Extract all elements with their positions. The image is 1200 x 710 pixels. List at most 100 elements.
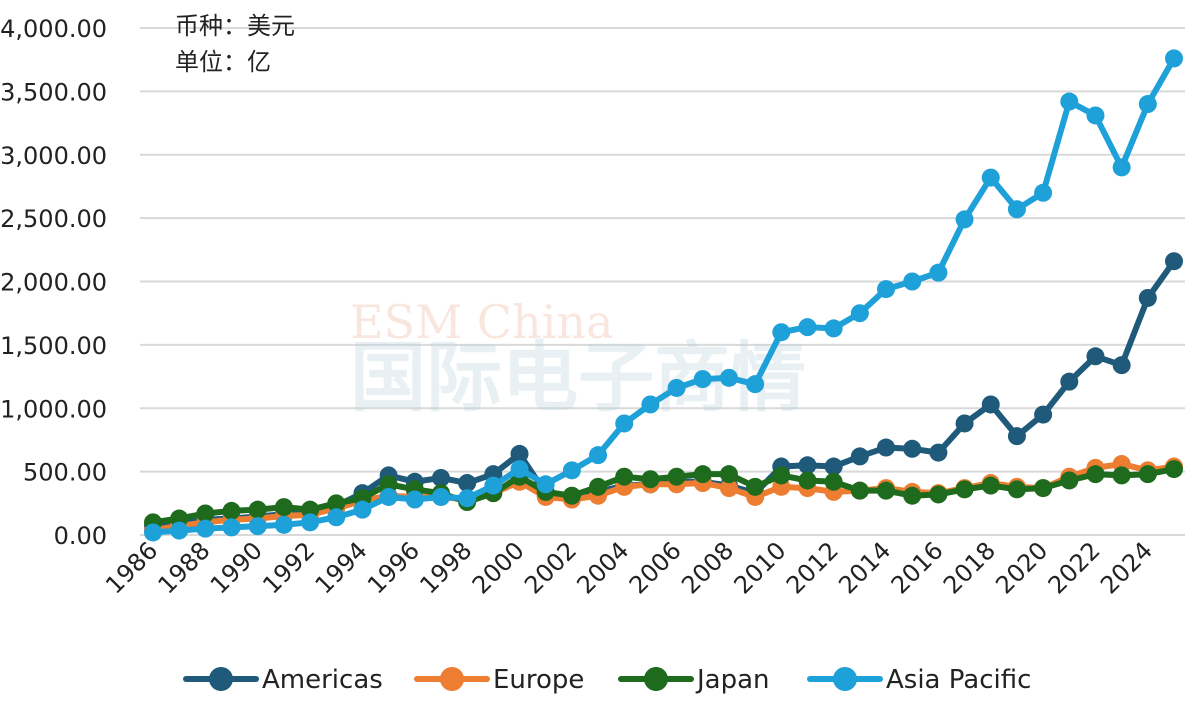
x-tick-label: 1992 bbox=[257, 536, 320, 599]
data-point-americas bbox=[1007, 427, 1026, 446]
data-point-japan bbox=[824, 472, 843, 491]
data-point-japan bbox=[196, 504, 215, 523]
data-point-asia-pacific bbox=[824, 319, 843, 338]
x-tick-label: 2008 bbox=[676, 536, 739, 599]
data-point-japan bbox=[274, 498, 293, 517]
data-point-asia-pacific bbox=[274, 515, 293, 534]
legend-swatch-marker bbox=[209, 667, 233, 691]
x-tick-label: 1986 bbox=[100, 536, 163, 599]
x-tick-label: 2012 bbox=[781, 536, 844, 599]
y-axis-ticks: 0.00 500.00 1,000.00 1,500.00 2,000.00 2,500.… bbox=[0, 15, 107, 550]
y-tick-label: 500.00 bbox=[23, 459, 107, 487]
data-point-asia-pacific bbox=[929, 263, 948, 282]
data-point-asia-pacific bbox=[458, 489, 477, 508]
data-point-asia-pacific bbox=[1007, 200, 1026, 219]
data-point-asia-pacific bbox=[144, 523, 162, 542]
x-tick-label: 1990 bbox=[205, 536, 268, 599]
data-point-asia-pacific bbox=[641, 395, 660, 414]
x-tick-label: 1998 bbox=[414, 536, 477, 599]
x-tick-label: 2004 bbox=[571, 536, 634, 599]
data-point-japan bbox=[327, 494, 346, 513]
data-point-asia-pacific bbox=[536, 475, 555, 494]
data-point-asia-pacific bbox=[746, 375, 765, 394]
data-point-japan bbox=[877, 481, 896, 500]
data-point-japan bbox=[379, 475, 398, 494]
y-tick-label: 4,000.00 bbox=[0, 15, 107, 43]
data-point-americas bbox=[1060, 372, 1079, 391]
data-point-japan bbox=[1112, 466, 1131, 485]
data-point-americas bbox=[798, 456, 817, 475]
data-point-americas bbox=[1165, 252, 1183, 271]
data-point-asia-pacific bbox=[693, 370, 712, 389]
data-point-asia-pacific bbox=[955, 210, 974, 229]
data-point-japan bbox=[667, 467, 686, 486]
x-tick-label: 2010 bbox=[729, 536, 792, 599]
data-point-japan bbox=[222, 501, 241, 520]
legend-swatch-marker bbox=[644, 667, 668, 691]
data-point-americas bbox=[1138, 288, 1157, 307]
x-axis-ticks: 1986198819901992199419961998200020022004… bbox=[100, 536, 1158, 599]
data-point-japan bbox=[772, 466, 791, 485]
data-point-asia-pacific bbox=[301, 513, 320, 532]
data-point-asia-pacific bbox=[772, 323, 791, 342]
data-point-americas bbox=[955, 414, 974, 433]
series-group bbox=[144, 49, 1183, 542]
series-europe bbox=[144, 455, 1183, 539]
x-tick-label: 2018 bbox=[938, 536, 1001, 599]
data-point-asia-pacific bbox=[981, 168, 1000, 187]
data-point-japan bbox=[301, 500, 320, 519]
data-point-asia-pacific bbox=[1060, 92, 1079, 111]
legend-label: Americas bbox=[262, 665, 383, 695]
x-tick-label: 1994 bbox=[310, 536, 373, 599]
x-tick-label: 1996 bbox=[362, 536, 425, 599]
data-point-americas bbox=[877, 438, 896, 457]
y-tick-label: 1,500.00 bbox=[0, 332, 107, 360]
currency-note: 币种：美元 bbox=[175, 12, 295, 40]
data-point-japan bbox=[929, 485, 948, 504]
y-tick-label: 2,000.00 bbox=[0, 269, 107, 297]
data-point-japan bbox=[719, 465, 738, 484]
data-point-asia-pacific bbox=[510, 460, 529, 479]
data-point-japan bbox=[1007, 480, 1026, 499]
x-tick-label: 2022 bbox=[1043, 536, 1106, 599]
legend-label: Asia Pacific bbox=[886, 665, 1031, 695]
data-point-japan bbox=[850, 481, 869, 500]
legend: Americas Europe Japan Asia Pacific bbox=[183, 665, 1031, 695]
x-tick-label: 2020 bbox=[990, 536, 1053, 599]
data-point-asia-pacific bbox=[850, 304, 869, 323]
data-point-asia-pacific bbox=[353, 500, 372, 519]
unit-note: 币种：美元 单位：亿 bbox=[175, 12, 295, 76]
data-point-europe bbox=[719, 479, 738, 498]
unit-label: 单位：亿 bbox=[175, 48, 271, 76]
y-tick-label: 0.00 bbox=[54, 522, 107, 550]
data-point-asia-pacific bbox=[1165, 49, 1183, 68]
data-point-asia-pacific bbox=[327, 508, 346, 527]
data-point-asia-pacific bbox=[222, 518, 241, 537]
data-point-americas bbox=[1086, 347, 1105, 366]
y-tick-label: 1,000.00 bbox=[0, 395, 107, 423]
data-point-asia-pacific bbox=[484, 476, 503, 495]
x-tick-label: 2024 bbox=[1095, 536, 1158, 599]
data-point-americas bbox=[431, 468, 450, 487]
data-point-asia-pacific bbox=[1138, 95, 1157, 114]
data-point-japan bbox=[589, 477, 608, 496]
data-point-asia-pacific bbox=[903, 272, 922, 291]
data-point-japan bbox=[1138, 465, 1157, 484]
data-point-japan bbox=[641, 470, 660, 489]
data-point-asia-pacific bbox=[1112, 158, 1131, 177]
data-point-asia-pacific bbox=[379, 487, 398, 506]
data-point-japan bbox=[1165, 460, 1183, 479]
x-tick-label: 2000 bbox=[467, 536, 530, 599]
watermark: ESM China 国际电子商情 bbox=[350, 295, 806, 422]
data-point-americas bbox=[510, 444, 529, 463]
data-point-americas bbox=[850, 447, 869, 466]
data-point-asia-pacific bbox=[1086, 106, 1105, 125]
x-tick-label: 2016 bbox=[886, 536, 949, 599]
data-point-americas bbox=[929, 443, 948, 462]
legend-swatch-marker bbox=[833, 667, 857, 691]
data-point-asia-pacific bbox=[562, 461, 581, 480]
data-point-americas bbox=[824, 457, 843, 476]
gridlines bbox=[140, 27, 1185, 536]
data-point-japan bbox=[1034, 479, 1053, 498]
